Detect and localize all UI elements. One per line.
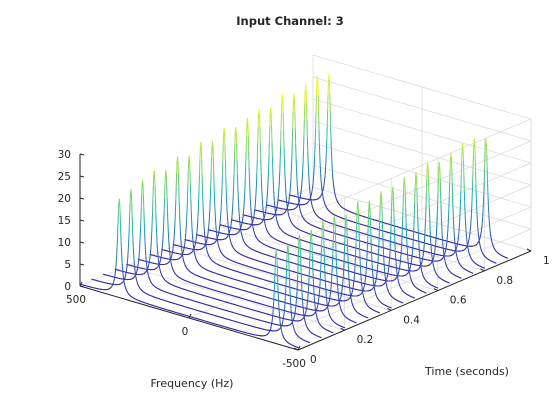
x-tick xyxy=(297,345,301,351)
spectrum-line xyxy=(277,74,497,264)
y-tick xyxy=(386,307,392,311)
y-axis-line xyxy=(297,250,532,351)
y-tick xyxy=(340,327,345,331)
grid-line xyxy=(297,228,532,329)
z-tick xyxy=(79,153,85,156)
y-tick xyxy=(526,248,532,252)
z-tick xyxy=(79,285,85,288)
z-tick xyxy=(79,263,85,266)
y-tick xyxy=(293,347,299,351)
y-tick xyxy=(433,288,439,292)
y-tick xyxy=(480,268,485,272)
z-tick xyxy=(79,241,85,244)
z-tick xyxy=(79,197,85,200)
spectrum-line xyxy=(230,107,450,284)
grid-line xyxy=(297,140,532,241)
x-tick xyxy=(188,313,192,319)
series-layer xyxy=(79,74,509,349)
grid-line xyxy=(297,118,532,219)
z-tick xyxy=(79,219,85,222)
grid-layer xyxy=(79,54,532,351)
spectrum-line xyxy=(289,74,509,259)
z-tick xyxy=(79,175,85,178)
spectrum-line xyxy=(219,108,439,289)
axis-layer xyxy=(79,153,532,351)
spectrum-line xyxy=(265,84,485,269)
